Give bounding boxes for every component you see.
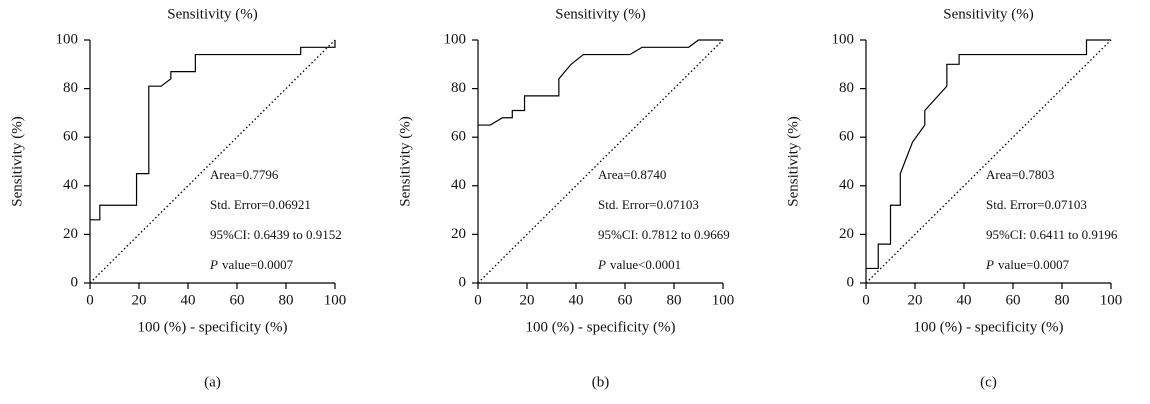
caption: (b) (592, 374, 610, 390)
annotation: Area=0.7803 (986, 167, 1054, 182)
x-tick-label: 40 (569, 292, 584, 308)
x-tick-label: 20 (132, 292, 147, 308)
y-tick-label: 40 (839, 177, 854, 193)
x-tick-label: 60 (1006, 292, 1021, 308)
y-tick-label: 100 (56, 31, 79, 47)
y-axis-label: Sensitivity (%) (785, 116, 801, 206)
y-tick-label: 0 (459, 274, 467, 290)
y-tick-label: 60 (451, 129, 466, 145)
x-tick-label: 0 (474, 292, 482, 308)
x-axis-label: 100 (%) - specificity (%) (914, 319, 1064, 335)
y-tick-label: 100 (832, 31, 855, 47)
x-tick-label: 40 (181, 292, 196, 308)
annotation: Area=0.7796 (210, 167, 279, 182)
y-tick-label: 100 (444, 31, 467, 47)
reference-line (865, 39, 1112, 284)
roc-curve (90, 40, 336, 221)
y-tick-label: 20 (839, 226, 854, 242)
x-tick-label: 20 (908, 292, 923, 308)
p-symbol: P (597, 257, 606, 272)
panel: Sensitivity (%) Sensitivity (%) 100 (%) - … (397, 6, 734, 390)
p-text: value=0.0007 (998, 257, 1070, 272)
y-tick-label: 0 (847, 274, 855, 290)
reference-line (89, 39, 336, 284)
chart-title: Sensitivity (%) (167, 6, 257, 22)
x-tick-label: 0 (86, 292, 94, 308)
p-text: value<0.0001 (610, 257, 681, 272)
x-tick-label: 100 (1100, 292, 1123, 308)
x-tick-label: 60 (230, 292, 245, 308)
y-tick-label: 20 (451, 226, 466, 242)
caption: (c) (980, 374, 997, 390)
chart-title: Sensitivity (%) (943, 6, 1033, 22)
x-tick-label: 80 (667, 292, 682, 308)
y-tick-label: 40 (451, 177, 466, 193)
x-tick-label: 0 (862, 292, 870, 308)
x-tick-label: 20 (520, 292, 535, 308)
y-tick-label: 80 (63, 80, 78, 96)
y-tick-label: 80 (839, 80, 854, 96)
y-tick-label: 80 (451, 80, 466, 96)
x-tick-label: 100 (324, 292, 347, 308)
annotation: Std. Error=0.07103 (598, 197, 699, 212)
panel: Sensitivity (%) Sensitivity (%) 100 (%) - … (785, 6, 1122, 390)
annotation: 95%CI: 0.7812 to 0.9669 (598, 227, 730, 242)
y-tick-label: 0 (71, 274, 79, 290)
p-symbol: P (985, 257, 994, 272)
annotation: Std. Error=0.07103 (986, 197, 1087, 212)
chart-title: Sensitivity (%) (555, 6, 645, 22)
annotation: 95%CI: 0.6411 to 0.9196 (986, 227, 1118, 242)
reference-line (477, 39, 724, 284)
x-axis-label: 100 (%) - specificity (%) (138, 319, 288, 335)
y-axis-label: Sensitivity (%) (397, 116, 413, 206)
roc-curve (866, 39, 1111, 270)
x-axis-label: 100 (%) - specificity (%) (526, 319, 676, 335)
y-axis-label: Sensitivity (%) (9, 116, 25, 206)
x-tick-label: 60 (618, 292, 633, 308)
x-tick-label: 80 (279, 292, 294, 308)
annotation: Std. Error=0.06921 (210, 197, 311, 212)
p-text: value=0.0007 (222, 257, 294, 272)
annotation: 95%CI: 0.6439 to 0.9152 (210, 227, 342, 242)
annotation: Area=0.8740 (598, 167, 666, 182)
y-tick-label: 40 (63, 177, 78, 193)
panel: Sensitivity (%) Sensitivity (%) 100 (%) - … (9, 6, 346, 390)
x-tick-label: 40 (957, 292, 972, 308)
caption: (a) (204, 374, 221, 390)
y-tick-label: 60 (63, 129, 78, 145)
x-tick-label: 100 (712, 292, 735, 308)
x-tick-label: 80 (1055, 292, 1070, 308)
p-symbol: P (209, 257, 218, 272)
roc-curve (478, 39, 723, 126)
y-tick-label: 60 (839, 129, 854, 145)
y-tick-label: 20 (63, 226, 78, 242)
